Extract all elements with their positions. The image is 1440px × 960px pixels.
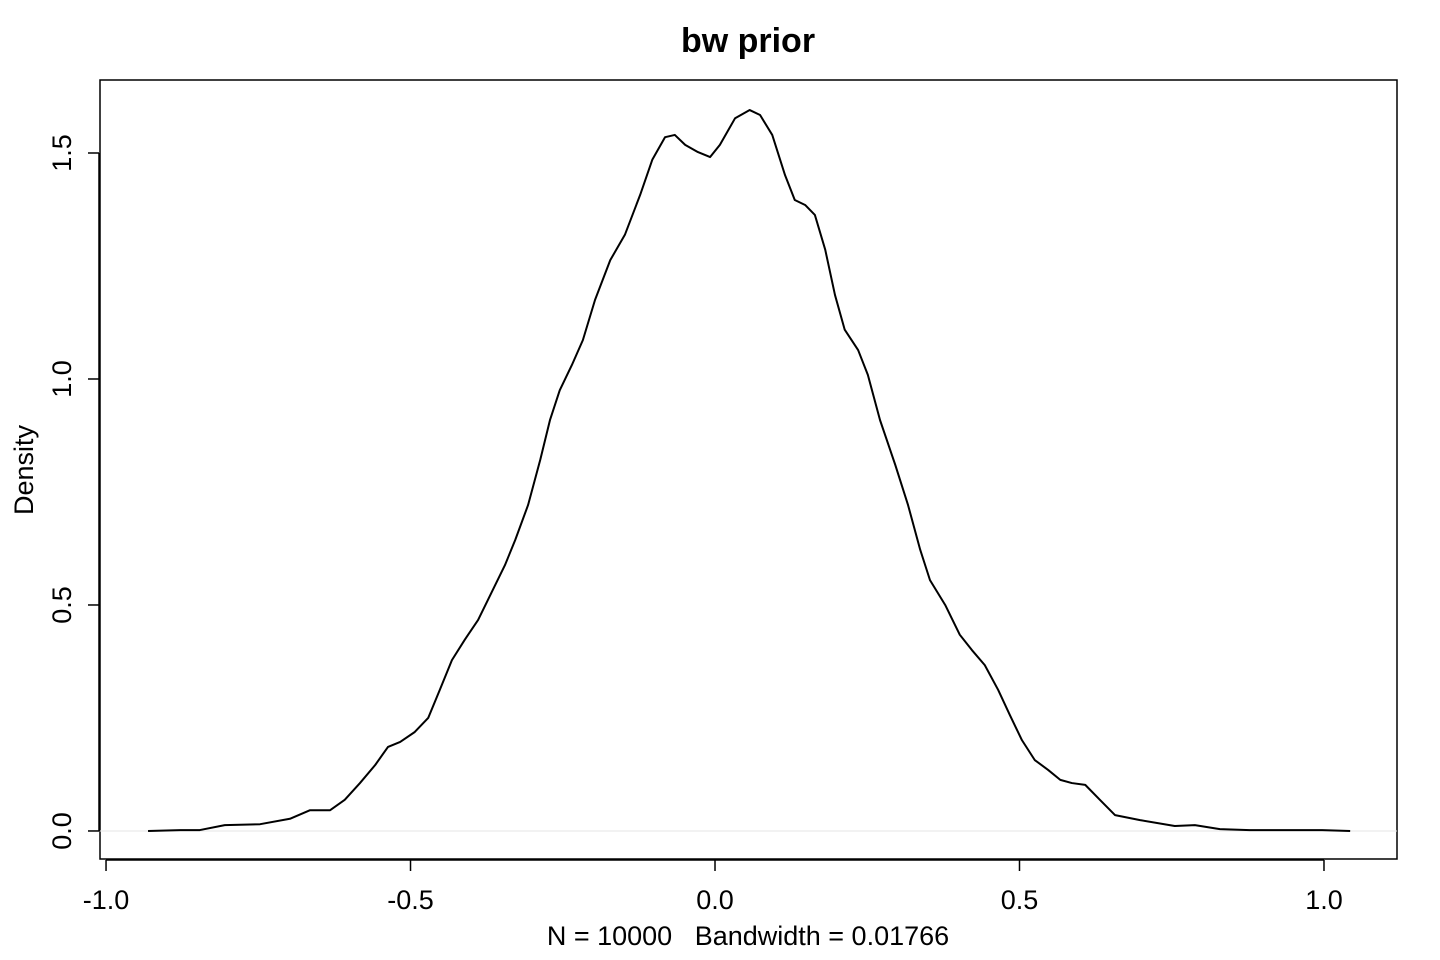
y-axis-label: Density <box>9 424 39 515</box>
x-axis-label: N = 10000 Bandwidth = 0.01766 <box>547 921 949 951</box>
x-tick-label: -0.5 <box>387 885 434 915</box>
y-tick-label: 0.5 <box>47 586 77 624</box>
x-tick-label: -1.0 <box>83 885 130 915</box>
y-tick-label: 1.0 <box>47 360 77 398</box>
x-tick-label: 0.0 <box>696 885 734 915</box>
y-tick-label: 0.0 <box>47 812 77 850</box>
y-tick-label: 1.5 <box>47 134 77 172</box>
plot-frame <box>99 79 1398 860</box>
x-tick-label: 0.5 <box>1001 885 1039 915</box>
density-line <box>148 109 1351 832</box>
chart-title: bw prior <box>681 22 815 60</box>
x-tick-label: 1.0 <box>1305 885 1343 915</box>
